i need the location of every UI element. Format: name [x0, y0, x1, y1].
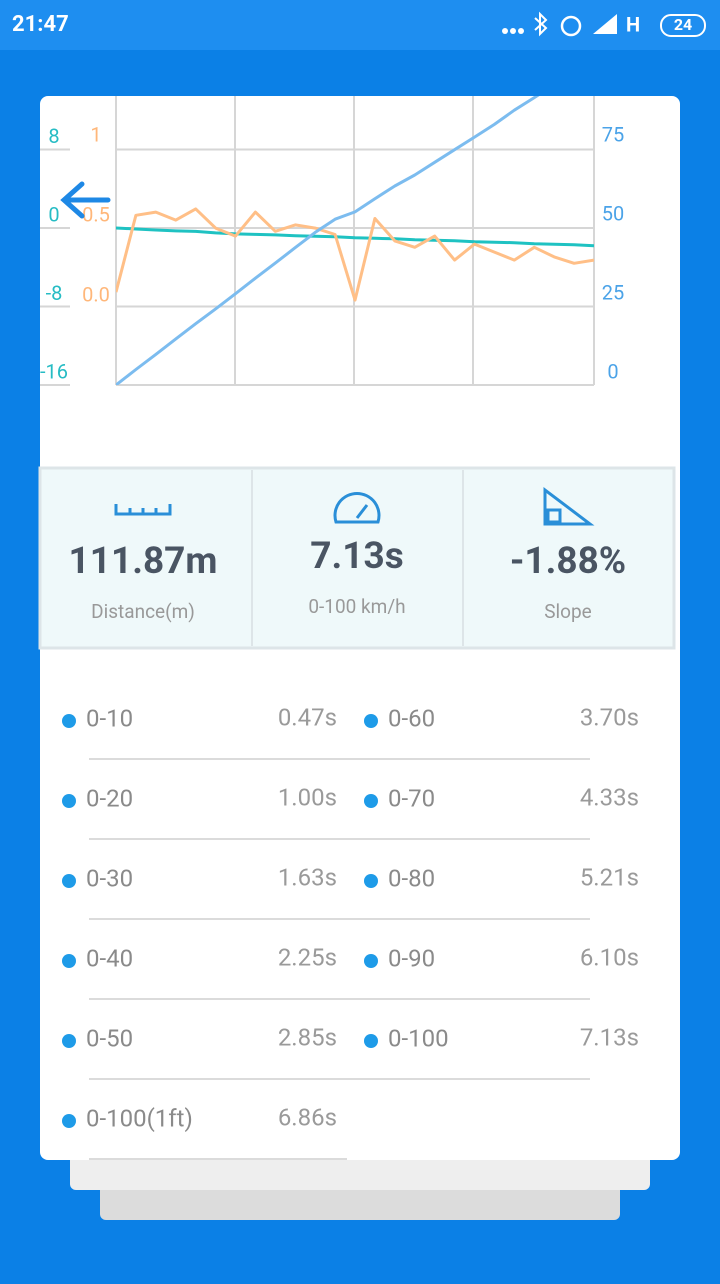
- split-dot: [364, 954, 378, 968]
- split-time: 1.00s: [278, 783, 337, 811]
- split-label: 0-100: [388, 1024, 449, 1052]
- split-dot: [62, 874, 76, 888]
- y2-tick-label: 50: [602, 201, 624, 225]
- split-time: 0.47s: [278, 703, 337, 731]
- split-time: 3.70s: [580, 703, 639, 731]
- split-time: 7.13s: [580, 1023, 639, 1051]
- split-dot: [62, 1034, 76, 1048]
- stat-label: 0-100 km/h: [308, 595, 405, 618]
- split-label: 0-10: [86, 704, 133, 732]
- split-dot: [364, 714, 378, 728]
- status-icons: H 24: [502, 11, 706, 37]
- data-line: [116, 207, 594, 302]
- slope-icon: [543, 486, 595, 526]
- split-time: 6.86s: [278, 1103, 337, 1131]
- y2-tick-label: 0: [607, 359, 618, 383]
- y-tick-label: 0: [48, 202, 59, 226]
- split-dot: [364, 794, 378, 808]
- y2-tick-label: 75: [602, 122, 624, 146]
- split-time: 6.10s: [580, 943, 639, 971]
- status-network: H: [626, 12, 640, 36]
- split-dot: [62, 714, 76, 728]
- stat-value: 7.13s: [310, 535, 403, 578]
- status-bar: [0, 0, 720, 50]
- split-label: 0-60: [388, 704, 435, 732]
- y3-tick-label: 1: [90, 122, 101, 146]
- splits-list: 0-10 0.47s 0-60 3.70s 0-20 1.00s 0-70 4.33s 0-30…: [62, 703, 639, 1160]
- split-label: 0-20: [86, 784, 133, 812]
- y3-tick-label: 0.5: [82, 202, 110, 226]
- back-button[interactable]: [60, 181, 111, 219]
- split-dot: [62, 954, 76, 968]
- speed-icon: [333, 491, 381, 524]
- y-tick-label: -16: [40, 359, 68, 383]
- y-tick-label: -8: [46, 281, 63, 305]
- split-dot: [62, 1114, 76, 1128]
- split-time: 1.63s: [278, 863, 337, 891]
- status-battery: 24: [674, 15, 692, 34]
- status-time: 21:47: [12, 12, 69, 37]
- split-dot: [364, 1034, 378, 1048]
- split-label: 0-80: [388, 864, 435, 892]
- y2-tick-label: 25: [602, 280, 624, 304]
- split-dot: [364, 874, 378, 888]
- split-time: 2.25s: [278, 943, 337, 971]
- split-time: 2.85s: [278, 1023, 337, 1051]
- distance-icon: [114, 504, 172, 516]
- stat-label: Distance(m): [91, 600, 195, 623]
- split-label: 0-30: [86, 864, 133, 892]
- y-tick-label: 8: [48, 124, 59, 148]
- data-line: [116, 96, 540, 385]
- split-label: 0-90: [388, 944, 435, 972]
- split-dot: [62, 794, 76, 808]
- stats-panel: 111.87m 7.13s -1.88% Distance(m) 0-100 k…: [38, 466, 676, 650]
- y3-tick-label: 0.0: [82, 282, 110, 306]
- stat-label: Slope: [544, 600, 591, 623]
- stat-value: 111.87m: [69, 540, 218, 583]
- split-label: 0-100(1ft): [86, 1104, 193, 1132]
- split-time: 4.33s: [580, 783, 639, 811]
- split-label: 0-50: [86, 1024, 133, 1052]
- data-line: [116, 226, 594, 248]
- split-label: 0-70: [388, 784, 435, 812]
- stat-value: -1.88%: [510, 540, 626, 583]
- split-label: 0-40: [86, 944, 133, 972]
- split-time: 5.21s: [580, 863, 639, 891]
